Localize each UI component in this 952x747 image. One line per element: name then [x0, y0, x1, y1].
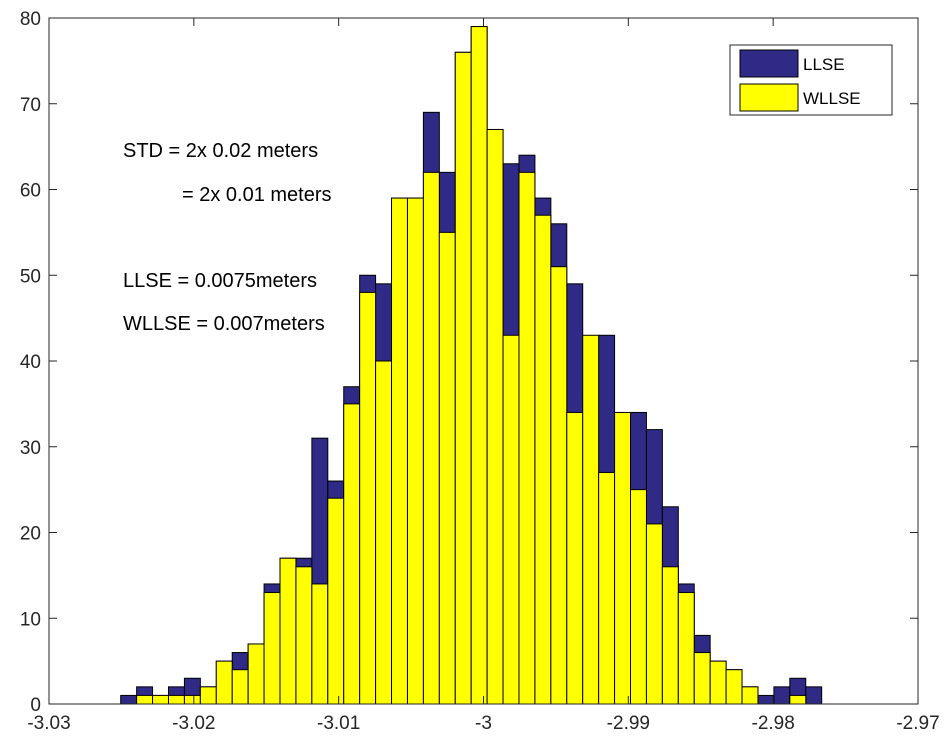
y-tick-label: 70 — [20, 95, 41, 116]
bar-wllse-10 — [279, 557, 297, 705]
x-tick-label: -3.02 — [172, 713, 215, 734]
bar-wllse-3 — [167, 694, 185, 705]
annotation-std-line1: STD = 2x 0.02 meters — [123, 140, 318, 162]
bar-wllse-2 — [152, 694, 169, 705]
bar-wllse-22 — [470, 26, 488, 705]
x-tick-label: -2.98 — [752, 713, 795, 734]
annotation-llse: LLSE = 0.0075meters — [123, 270, 317, 292]
bar-wllse-6 — [215, 660, 233, 705]
annotation-std-line2: = 2x 0.01 meters — [182, 184, 332, 206]
x-tick-label: -3 — [475, 713, 492, 734]
y-tick-label: 10 — [20, 609, 41, 630]
bar-wllse-25 — [518, 171, 536, 705]
bar-wllse-5 — [199, 686, 217, 705]
y-tick-label: 30 — [20, 438, 41, 459]
bar-wllse-27 — [550, 266, 568, 705]
bar-wllse-9 — [263, 592, 281, 705]
x-tick-label: -3.01 — [317, 713, 360, 734]
bar-wllse-14 — [343, 403, 361, 705]
bar-wllse-19 — [422, 171, 440, 705]
bar-wllse-42 — [789, 694, 807, 705]
bar-wllse-32 — [630, 489, 647, 705]
bar-wllse-11 — [295, 566, 313, 705]
bar-llse-43 — [805, 686, 823, 705]
bar-wllse-17 — [391, 197, 408, 705]
bar-wllse-29 — [582, 334, 600, 705]
bar-wllse-30 — [598, 471, 616, 705]
bar-wllse-24 — [502, 334, 520, 705]
bar-wllse-26 — [534, 214, 552, 705]
bar-wllse-23 — [486, 128, 504, 705]
x-tick-label: -2.97 — [896, 713, 939, 734]
bar-wllse-35 — [677, 592, 695, 705]
bar-wllse-1 — [136, 694, 154, 705]
bar-llse-0 — [120, 694, 138, 705]
axis-ticks — [48, 17, 919, 705]
legend: LLSE WLLSE — [729, 44, 893, 116]
y-tick-label: 80 — [20, 9, 41, 30]
bar-wllse-21 — [454, 51, 472, 705]
axis-tick-labels: -3.03 -3.02 -3.01 -3 -2.99 -2.98 -2.97 0 10 20 30 4… — [20, 9, 940, 734]
bar-llse-41 — [773, 686, 791, 705]
bar-wllse-16 — [375, 360, 393, 705]
bar-wllse-15 — [359, 291, 377, 705]
y-tick-label: 60 — [20, 181, 41, 202]
legend-label-llse: LLSE — [803, 55, 845, 74]
legend-label-wllse: WLLSE — [803, 89, 861, 108]
bar-llse-40 — [757, 694, 775, 705]
bar-wllse-20 — [438, 231, 456, 705]
y-tick-label: 0 — [30, 695, 41, 716]
bar-wllse-4 — [183, 694, 201, 705]
wllse-bars — [136, 26, 807, 705]
x-tick-label: -2.99 — [607, 713, 650, 734]
x-tick-label: -3.03 — [27, 713, 70, 734]
bar-wllse-33 — [645, 523, 663, 705]
y-tick-label: 40 — [20, 352, 41, 373]
bar-wllse-7 — [231, 669, 249, 705]
bar-wllse-28 — [566, 411, 584, 705]
bar-wllse-37 — [709, 660, 727, 705]
bar-wllse-12 — [311, 583, 329, 705]
legend-swatch-llse — [739, 49, 799, 78]
annotation-wllse: WLLSE = 0.007meters — [123, 313, 325, 335]
bar-wllse-31 — [614, 411, 632, 705]
bar-wllse-13 — [327, 497, 345, 705]
bar-wllse-34 — [661, 566, 679, 705]
y-tick-label: 50 — [20, 266, 41, 287]
y-tick-label: 20 — [20, 524, 41, 545]
bar-wllse-38 — [725, 669, 743, 705]
legend-swatch-wllse — [739, 83, 799, 112]
bar-wllse-36 — [693, 652, 711, 705]
bar-wllse-39 — [741, 686, 759, 705]
bar-wllse-8 — [247, 643, 265, 705]
bar-wllse-18 — [406, 197, 424, 705]
